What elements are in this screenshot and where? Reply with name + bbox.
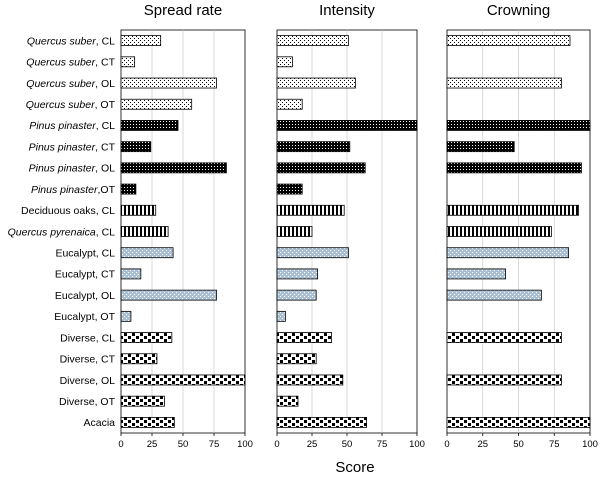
bar xyxy=(446,77,562,89)
bar xyxy=(120,268,142,280)
category-label: Diverse, OL xyxy=(60,375,116,387)
bar xyxy=(446,268,507,280)
bar xyxy=(276,268,318,280)
bar xyxy=(120,332,173,343)
bar xyxy=(446,204,579,216)
category-label: Pinus pinaster, CT xyxy=(29,141,116,153)
bar xyxy=(120,120,179,131)
x-tick-label: 0 xyxy=(118,439,123,450)
bar xyxy=(276,416,367,428)
x-tick-label: 100 xyxy=(582,439,598,450)
bar xyxy=(120,183,137,195)
x-axis-label: Score xyxy=(335,459,374,476)
bar xyxy=(120,374,246,386)
category-label: Diverse, OT xyxy=(59,396,116,408)
bar xyxy=(446,226,552,237)
bar xyxy=(276,35,349,47)
category-label: Quercus pyrenaica, CL xyxy=(8,226,116,238)
category-label: Eucalypt, OL xyxy=(55,290,115,302)
panel-1: Intensity 0 25 50 75 100 xyxy=(274,2,425,450)
bar xyxy=(120,289,217,301)
x-tick-label: 0 xyxy=(274,439,279,450)
category-label: Acacia xyxy=(83,417,115,429)
bar xyxy=(276,310,286,322)
bar xyxy=(446,332,562,343)
bar xyxy=(120,247,174,259)
x-tick-label: 25 xyxy=(307,439,318,450)
x-tick-label: 50 xyxy=(178,439,189,450)
x-tick-label: 100 xyxy=(237,439,253,450)
panel-2: Crowning 0 25 50 75 100 xyxy=(444,2,598,450)
category-label: Pinus pinaster, CL xyxy=(29,120,115,132)
bar xyxy=(276,56,293,68)
category-label: Eucalypt, CL xyxy=(55,248,115,260)
x-tick-label: 100 xyxy=(409,439,425,450)
bar xyxy=(120,395,165,407)
bar xyxy=(120,141,152,153)
bar xyxy=(276,204,345,216)
x-tick-label: 25 xyxy=(477,439,488,450)
x-tick-label: 75 xyxy=(377,439,388,450)
bar xyxy=(120,416,175,428)
bar xyxy=(446,35,571,47)
bar xyxy=(276,183,303,195)
x-tick-label: 0 xyxy=(444,439,449,450)
bar xyxy=(120,35,162,47)
category-label: Pinus pinaster, OL xyxy=(29,163,116,175)
x-tick-label: 25 xyxy=(147,439,158,450)
category-label: Diverse, CL xyxy=(60,332,115,344)
bar xyxy=(446,141,515,153)
bar xyxy=(276,332,332,343)
x-tick-label: 50 xyxy=(513,439,524,450)
category-label: Eucalypt, CT xyxy=(55,269,116,281)
category-label: Deciduous oaks, CL xyxy=(21,205,115,217)
panel-0: Spread rate 0 25 50 75 100 xyxy=(118,2,253,450)
bar xyxy=(120,353,158,365)
bar xyxy=(276,120,418,131)
bar xyxy=(120,56,136,68)
panel-title: Crowning xyxy=(487,2,550,19)
x-tick-label: 50 xyxy=(342,439,353,450)
bar xyxy=(120,204,157,216)
bar xyxy=(120,162,227,174)
bar xyxy=(120,226,169,237)
bar xyxy=(276,289,317,301)
category-label: Quercus suber, OL xyxy=(26,78,115,90)
category-label: Quercus suber, CL xyxy=(27,35,115,47)
x-tick-label: 75 xyxy=(549,439,560,450)
bar xyxy=(446,247,569,259)
category-label: Eucalypt, OT xyxy=(54,311,115,323)
category-label: Quercus suber, OT xyxy=(26,99,116,111)
bar xyxy=(120,77,217,89)
bar xyxy=(446,416,591,428)
bar xyxy=(276,77,356,89)
bar xyxy=(276,226,313,237)
bar xyxy=(276,395,299,407)
bar xyxy=(446,120,591,131)
bar xyxy=(276,353,317,365)
bar xyxy=(276,247,349,259)
panel-title: Intensity xyxy=(319,2,375,19)
category-label: Pinus pinaster,OT xyxy=(31,184,116,196)
category-label: Diverse, CT xyxy=(60,354,116,366)
bar xyxy=(276,162,366,174)
bar xyxy=(120,98,193,110)
bar xyxy=(120,310,132,322)
bar xyxy=(446,162,582,174)
bar xyxy=(446,374,562,386)
category-label: Quercus suber, CT xyxy=(26,57,115,69)
bar xyxy=(276,141,351,153)
panel-title: Spread rate xyxy=(144,2,222,19)
bar xyxy=(446,289,542,301)
bar xyxy=(276,374,344,386)
x-tick-label: 75 xyxy=(209,439,220,450)
bar xyxy=(276,98,303,110)
